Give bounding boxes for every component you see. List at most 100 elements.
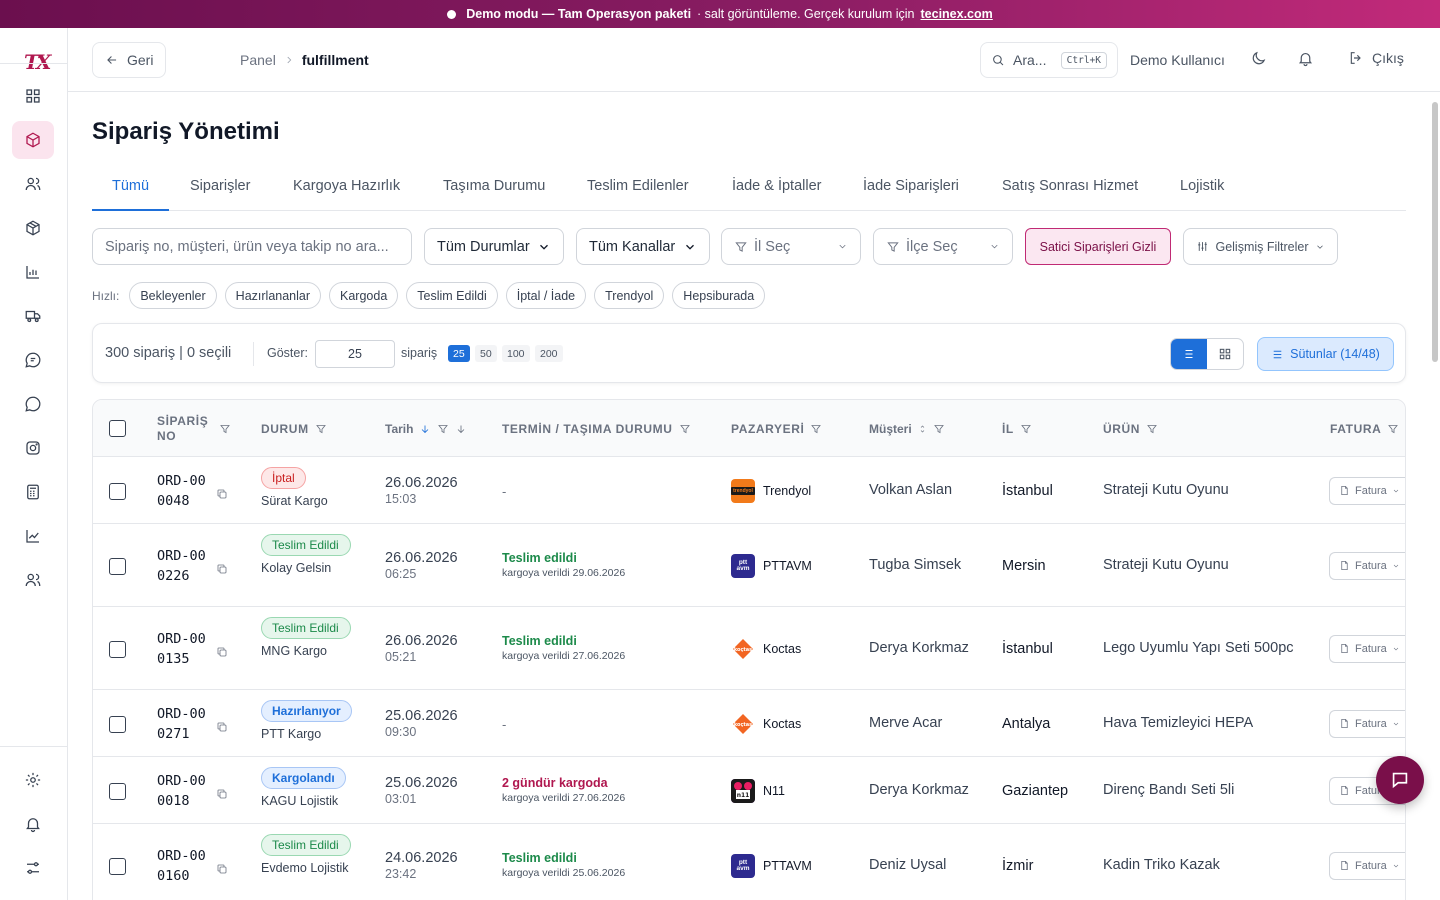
sidebar-item-preferences[interactable] <box>12 849 54 887</box>
invoice-button[interactable]: Fatura <box>1329 476 1405 505</box>
sidebar-item-products[interactable] <box>12 209 54 247</box>
copy-icon[interactable] <box>216 787 228 799</box>
theme-toggle[interactable] <box>1250 50 1268 68</box>
scrollbar[interactable] <box>1432 102 1438 362</box>
tab-orders[interactable]: Siparişler <box>190 178 251 194</box>
order-search-input[interactable]: Sipariş no, müşteri, ürün veya takip no … <box>92 228 412 265</box>
banner-link[interactable]: tecinex.com <box>920 7 993 21</box>
col-invoice[interactable]: FATURA <box>1330 400 1399 457</box>
page-title: Sipariş Yönetimi <box>92 118 280 145</box>
district-select[interactable]: İlçe Seç <box>873 228 1013 265</box>
tab-transport-status[interactable]: Taşıma Durumu <box>443 178 546 194</box>
row-checkbox[interactable] <box>109 857 126 875</box>
order-number[interactable]: ORD-000226 <box>157 547 206 584</box>
status-select[interactable]: Tüm Durumlar <box>424 228 564 265</box>
table-row[interactable]: ORD-000226 Teslim Edildi Kolay Gelsin 26.06… <box>93 524 1405 607</box>
copy-icon[interactable] <box>216 720 228 732</box>
tab-after-sales[interactable]: Satış Sonrası Hizmet <box>1002 178 1139 194</box>
sidebar-item-settings[interactable] <box>12 761 54 799</box>
col-termin[interactable]: TERMİN / TAŞIMA DURUMU <box>502 400 691 457</box>
breadcrumb-panel[interactable]: Panel <box>240 52 276 68</box>
col-product[interactable]: ÜRÜN <box>1103 400 1158 457</box>
row-checkbox[interactable] <box>109 640 126 658</box>
invoice-button[interactable]: Fatura <box>1329 634 1405 663</box>
copy-icon[interactable] <box>216 487 228 499</box>
tab-delivered[interactable]: Teslim Edilenler <box>587 178 689 194</box>
copy-icon[interactable] <box>216 645 228 657</box>
quick-chip-delivered[interactable]: Teslim Edildi <box>406 282 498 309</box>
page-size-input[interactable]: 25 <box>315 340 395 368</box>
col-city[interactable]: İL <box>1002 400 1032 457</box>
select-all-checkbox[interactable] <box>109 420 126 437</box>
quick-chip-cancel-return[interactable]: İptal / İade <box>505 282 587 309</box>
tab-all[interactable]: Tümü <box>92 162 170 211</box>
tab-return-orders[interactable]: İade Siparişleri <box>863 178 959 194</box>
notifications-button[interactable] <box>1297 50 1315 68</box>
quick-chip-hepsiburada[interactable]: Hepsiburada <box>672 282 766 309</box>
chat-button[interactable] <box>1376 756 1424 804</box>
tab-returns-cancellations[interactable]: İade & İptaller <box>732 178 822 194</box>
quick-chip-prepared[interactable]: Hazırlananlar <box>224 282 322 309</box>
col-marketplace[interactable]: PAZARYERİ <box>731 400 822 457</box>
list-view-button[interactable] <box>1171 339 1207 369</box>
quick-chip-in-transit[interactable]: Kargoda <box>329 282 399 309</box>
page-size-option-25[interactable]: 25 <box>448 345 470 362</box>
order-number[interactable]: ORD-000271 <box>157 705 206 742</box>
logout-button[interactable]: Çıkış <box>1348 50 1404 66</box>
row-checkbox[interactable] <box>109 557 126 575</box>
invoice-button[interactable]: Fatura <box>1329 709 1405 738</box>
table-row[interactable]: ORD-000048 İptal Sürat Kargo 26.06.2026 15:0… <box>93 457 1405 524</box>
row-checkbox[interactable] <box>109 782 126 800</box>
tab-logistics[interactable]: Lojistik <box>1180 178 1225 194</box>
sidebar-item-support[interactable] <box>12 341 54 379</box>
col-status[interactable]: DURUM <box>261 400 327 457</box>
grid-view-button[interactable] <box>1207 339 1243 369</box>
sidebar-item-dashboard[interactable] <box>12 77 54 115</box>
sidebar-item-messages[interactable] <box>12 385 54 423</box>
city-select[interactable]: İl Seç <box>721 228 861 265</box>
row-checkbox[interactable] <box>109 715 126 733</box>
row-checkbox[interactable] <box>109 482 126 500</box>
channel-select[interactable]: Tüm Kanallar <box>576 228 710 265</box>
district-select-value: İlçe Seç <box>906 238 958 255</box>
table-row[interactable]: ORD-000160 Teslim Edildi Evdemo Lojistik 24… <box>93 824 1405 900</box>
sidebar-item-instagram[interactable] <box>12 429 54 467</box>
table-row[interactable]: ORD-000271 Hazırlanıyor PTT Kargo 25.06.202… <box>93 690 1405 757</box>
columns-button[interactable]: Sütunlar (14/48) <box>1257 337 1394 371</box>
seller-orders-toggle[interactable]: Satici Siparişleri Gizli <box>1025 228 1171 265</box>
order-number[interactable]: ORD-000160 <box>157 847 206 884</box>
order-number[interactable]: ORD-000135 <box>157 630 206 667</box>
page-size-option-50[interactable]: 50 <box>475 345 497 362</box>
invoice-button[interactable]: Fatura <box>1329 551 1405 580</box>
advanced-filters-button[interactable]: Gelişmiş Filtreler <box>1183 228 1338 265</box>
col-customer[interactable]: Müşteri <box>869 400 945 457</box>
sidebar-item-orders[interactable] <box>12 121 54 159</box>
order-number[interactable]: ORD-000018 <box>157 772 206 809</box>
table-row[interactable]: ORD-000135 Teslim Edildi MNG Kargo 26.06.20… <box>93 607 1405 690</box>
order-number[interactable]: ORD-000048 <box>157 472 206 509</box>
sidebar-item-invoices[interactable] <box>12 473 54 511</box>
invoice-button[interactable]: Fatura <box>1329 851 1405 880</box>
tab-shipment-prep[interactable]: Kargoya Hazırlık <box>293 178 401 194</box>
copy-icon[interactable] <box>216 862 228 874</box>
table-row[interactable]: ORD-000018 Kargolandı KAGU Lojistik 25.06.2… <box>93 757 1405 824</box>
sidebar-item-reports[interactable] <box>12 253 54 291</box>
back-button[interactable]: Geri <box>92 42 167 78</box>
user-name[interactable]: Demo Kullanıcı <box>1130 52 1225 68</box>
sidebar-item-shipping[interactable] <box>12 297 54 335</box>
col-date[interactable]: Tarih <box>385 400 467 457</box>
col-status-label: DURUM <box>261 421 309 436</box>
brand-logo[interactable]: TX <box>24 50 51 74</box>
sidebar-item-team[interactable] <box>12 561 54 599</box>
quick-chip-trendyol[interactable]: Trendyol <box>594 282 665 309</box>
page-size-option-100[interactable]: 100 <box>502 345 530 362</box>
col-order-no[interactable]: SİPARİŞ NO <box>157 400 231 457</box>
search-shortcut: Ctrl+K <box>1060 51 1107 69</box>
sidebar-item-notifications[interactable] <box>12 805 54 843</box>
copy-icon[interactable] <box>216 562 228 574</box>
sidebar-item-customers[interactable] <box>12 165 54 203</box>
page-size-option-200[interactable]: 200 <box>535 345 563 362</box>
sidebar-item-analytics[interactable] <box>12 517 54 555</box>
global-search-button[interactable]: Ara... Ctrl+K <box>980 42 1118 78</box>
quick-chip-pending[interactable]: Bekleyenler <box>129 282 217 309</box>
